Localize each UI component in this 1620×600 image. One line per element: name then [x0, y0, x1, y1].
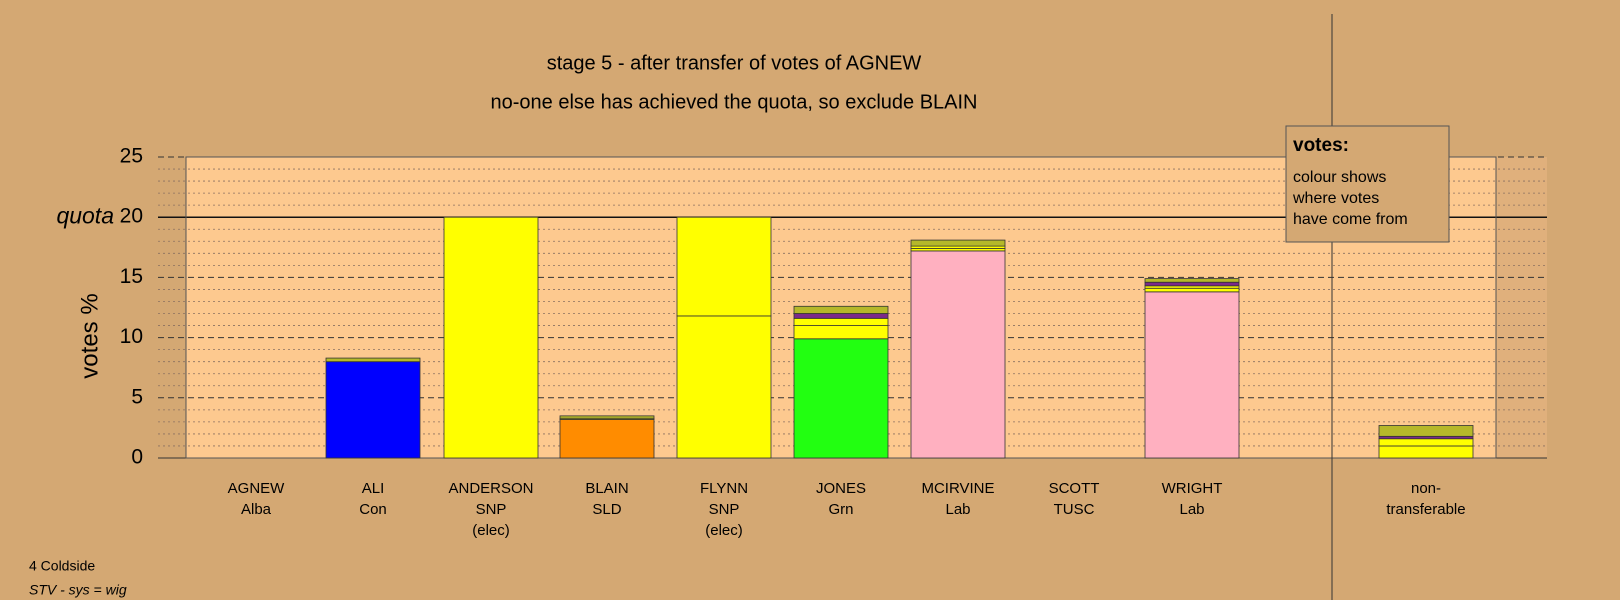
x-tick-label: SLD: [592, 501, 621, 518]
chart-title: stage 5 - after transfer of votes of AGN…: [547, 52, 922, 74]
x-tick-label: WRIGHT: [1162, 480, 1223, 497]
y-tick-label: 20: [120, 205, 143, 228]
x-tick-label: transferable: [1386, 501, 1465, 518]
bar-segment: [1378, 445, 1474, 459]
bar-segment: [1378, 438, 1474, 447]
note-line: where votes: [1292, 190, 1379, 207]
x-tick-label: AGNEW: [228, 480, 286, 497]
y-axis-label: votes %: [76, 293, 103, 378]
plot-margin: [1496, 157, 1547, 458]
x-tick-label: MCIRVINE: [921, 480, 994, 497]
x-tick-label: non-: [1411, 480, 1441, 497]
footer-line: STV - sys = wig: [29, 582, 127, 598]
x-tick-label: JONES: [816, 480, 866, 497]
bar-segment: [325, 357, 421, 363]
footer-line: 4 Coldside: [29, 558, 95, 574]
bar-segment: [793, 305, 889, 314]
x-tick-label: TUSC: [1054, 501, 1095, 518]
bar-segment: [1144, 291, 1240, 459]
x-tick-label: (elec): [705, 522, 743, 539]
bar-segment: [676, 315, 772, 459]
bar-segment: [1144, 278, 1240, 283]
y-tick-label: 15: [120, 265, 143, 288]
x-tick-label: BLAIN: [585, 480, 628, 497]
x-tick-label: SNP: [476, 501, 507, 518]
x-tick-label: FLYNN: [700, 480, 748, 497]
x-tick-label: ANDERSON: [448, 480, 533, 497]
note-line: colour shows: [1293, 169, 1386, 186]
x-tick-label: Lab: [1179, 501, 1204, 518]
y-tick-label: 25: [120, 145, 143, 168]
bar-segment: [910, 239, 1006, 247]
bar-segment: [559, 419, 655, 459]
bar-segment: [910, 250, 1006, 459]
x-tick-label: Con: [359, 501, 387, 518]
bar-segment: [1378, 425, 1474, 437]
x-tick-label: SCOTT: [1049, 480, 1100, 497]
y-tick-label: 10: [120, 325, 143, 348]
x-tick-label: ALI: [362, 480, 385, 497]
bar-segment: [559, 415, 655, 419]
bars: [325, 216, 1474, 459]
x-tick-label: (elec): [472, 522, 510, 539]
x-tick-label: Alba: [241, 501, 272, 518]
bar-segment: [793, 338, 889, 459]
chart-subtitle: no-one else has achieved the quota, so e…: [491, 91, 978, 113]
note-box: [1285, 125, 1450, 243]
y-tick-label: 0: [131, 446, 143, 469]
bar-segment: [325, 361, 421, 459]
bar-segment: [793, 313, 889, 319]
bar-segment: [793, 325, 889, 340]
bar-segment: [676, 216, 772, 317]
y-tick-label: 5: [131, 385, 143, 408]
bar-segment: [1144, 287, 1240, 293]
bar-segment: [443, 216, 539, 459]
bar-segment: [793, 317, 889, 326]
quota-label: quota: [56, 202, 114, 228]
bar-segment: [1144, 281, 1240, 287]
note-line: have come from: [1293, 211, 1408, 228]
note-title: votes:: [1293, 135, 1349, 156]
x-tick-label: SNP: [709, 501, 740, 518]
x-tick-label: Grn: [828, 501, 853, 518]
x-tick-label: Lab: [945, 501, 970, 518]
